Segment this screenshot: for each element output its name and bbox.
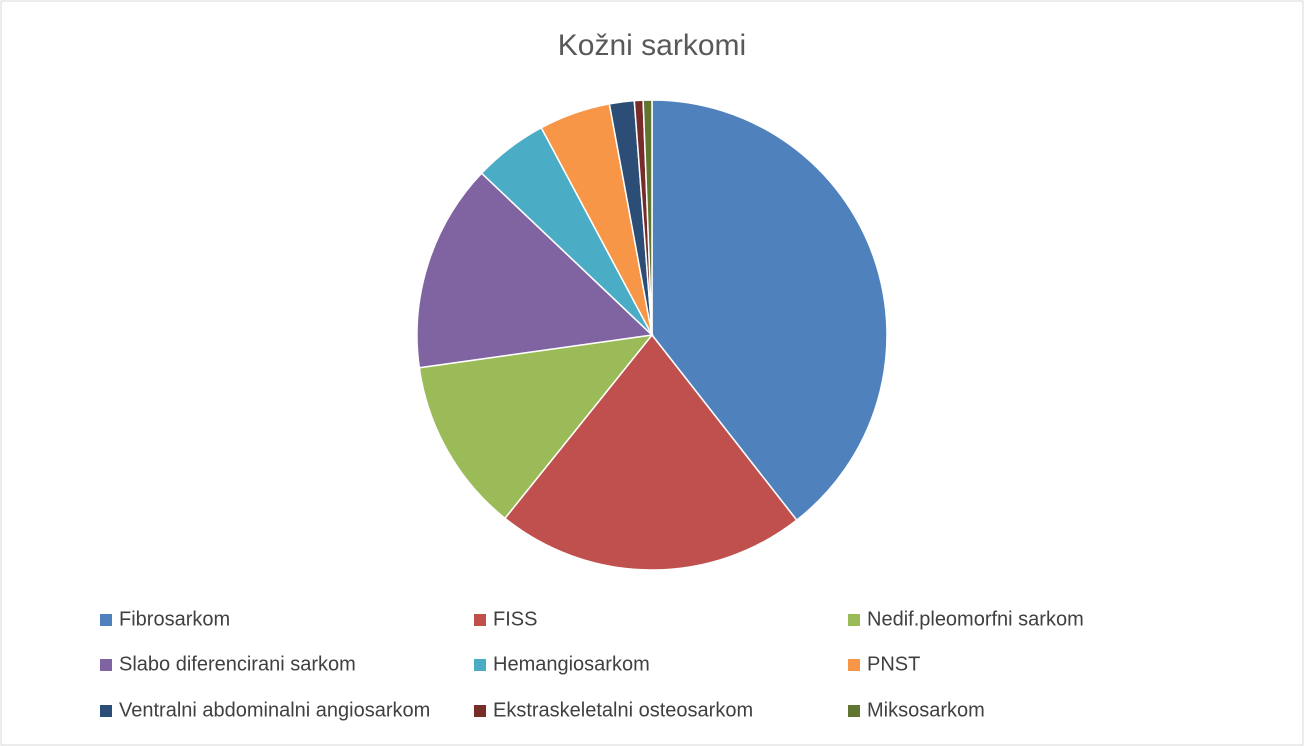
- chart-title: Kožni sarkomi: [558, 29, 746, 62]
- legend-label: Hemangiosarkom: [493, 653, 650, 675]
- legend-label: Nedif.pleomorfni sarkom: [867, 608, 1084, 630]
- legend-swatch: [848, 705, 860, 717]
- legend-swatch: [848, 614, 860, 626]
- legend-swatch: [474, 659, 486, 671]
- legend-label: Ekstraskeletalni osteosarkom: [493, 699, 753, 721]
- legend-swatch: [474, 705, 486, 717]
- pie-slice: [642, 99, 653, 336]
- legend-label: PNST: [867, 653, 920, 675]
- pie-slice: [503, 333, 798, 571]
- legend-label: Fibrosarkom: [119, 608, 230, 630]
- legend-swatch: [100, 705, 112, 717]
- pie-slice: [416, 172, 654, 369]
- legend-label: Ventralni abdominalni angiosarkom: [119, 699, 430, 721]
- pie-slice: [651, 99, 888, 522]
- legend-swatch: [474, 614, 486, 626]
- legend-label: Slabo diferencirani sarkom: [119, 653, 356, 675]
- legend-swatch: [100, 659, 112, 671]
- legend-swatch: [100, 614, 112, 626]
- legend-label: Miksosarkom: [867, 699, 985, 721]
- pie-slice: [418, 333, 654, 520]
- legend-label: FISS: [493, 608, 537, 630]
- legend-swatch: [848, 659, 860, 671]
